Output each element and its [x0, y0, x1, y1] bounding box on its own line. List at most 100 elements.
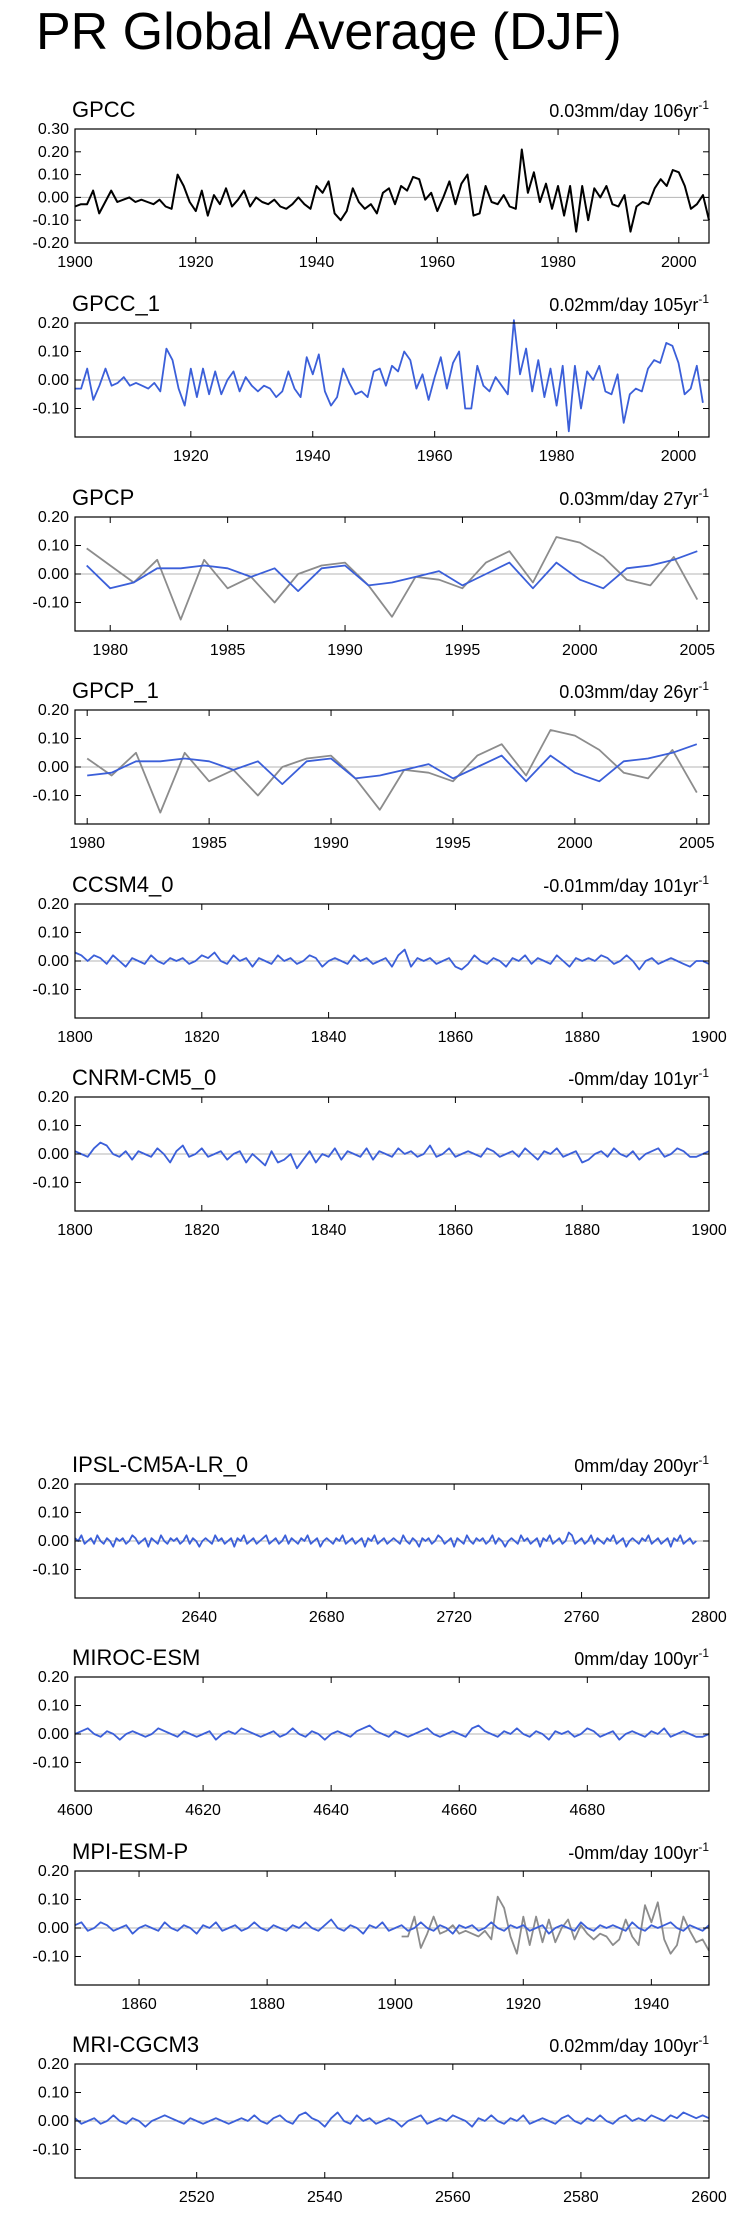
- y-tick-label: 0.20: [38, 1669, 69, 1686]
- chart-panel-cnrm-cm5_0: CNRM-CM5_0 -0mm/day 101yr-1 0.20 0.10 0.00 -0…: [33, 1065, 727, 1239]
- y-tick-label: -0.10: [33, 212, 70, 229]
- chart-panel-gpcp_1: GPCP_1 0.03mm/day 26yr-1 0.20 0.10 0.00 -0.10…: [33, 678, 715, 852]
- x-tick-label: 1900: [377, 1996, 413, 2013]
- y-tick-label: -0.10: [33, 401, 70, 418]
- trend-label: 0.02mm/day 105yr-1: [549, 292, 709, 315]
- y-tick-label: 0.20: [38, 2056, 69, 2073]
- y-tick-label: 0.00: [38, 189, 69, 206]
- x-tick-label: 2520: [179, 2189, 215, 2206]
- x-tick-label: 2000: [562, 642, 598, 659]
- x-tick-label: 1960: [419, 254, 455, 271]
- y-tick-label: 0.00: [38, 1920, 69, 1937]
- x-tick-label: 4620: [185, 1802, 221, 1819]
- y-tick-label: 0.00: [38, 566, 69, 583]
- plot-frame: [74, 128, 710, 244]
- page-title: PR Global Average (DJF): [36, 3, 622, 61]
- y-tick-label: 0.00: [38, 372, 69, 389]
- series-line-model: [74, 1141, 710, 1170]
- x-tick-label: 1995: [435, 835, 471, 852]
- x-tick-label: 1820: [184, 1222, 220, 1239]
- series-line-reference: [401, 1895, 710, 1955]
- x-tick-label: 4600: [57, 1802, 93, 1819]
- panel-title: CNRM-CM5_0: [72, 1065, 216, 1090]
- panel-title: MPI-ESM-P: [72, 1839, 188, 1864]
- x-tick-label: 1860: [438, 1029, 474, 1046]
- y-tick-label: 0.10: [38, 1118, 69, 1135]
- x-tick-label: 2005: [679, 642, 715, 659]
- x-tick-label: 1920: [505, 1996, 541, 2013]
- series-line-gpcc: [74, 148, 710, 233]
- y-tick-label: -0.10: [33, 1949, 70, 1966]
- y-tick-label: -0.10: [33, 1562, 70, 1579]
- x-tick-label: 2560: [435, 2189, 471, 2206]
- y-tick-label: 0.10: [38, 1892, 69, 1909]
- y-tick-label: 0.10: [38, 167, 69, 184]
- trend-label: 0.03mm/day 27yr-1: [559, 486, 709, 509]
- panel-title: GPCC: [72, 97, 136, 122]
- x-tick-label: 1880: [564, 1029, 600, 1046]
- y-tick-label: 0.10: [38, 538, 69, 555]
- y-tick-label: 0.10: [38, 1505, 69, 1522]
- x-tick-label: 2600: [691, 2189, 727, 2206]
- y-tick-label: 0.20: [38, 1476, 69, 1493]
- x-tick-label: 1900: [691, 1222, 727, 1239]
- trend-label: -0.01mm/day 101yr-1: [543, 873, 709, 896]
- chart-panel-gpcp: GPCP 0.03mm/day 27yr-1 0.20 0.10 0.00 -0.10 19…: [33, 485, 716, 659]
- x-tick-label: 1985: [191, 835, 227, 852]
- y-tick-label: 0.20: [38, 144, 69, 161]
- trend-label: 0.03mm/day 26yr-1: [559, 679, 709, 702]
- x-tick-label: 1820: [184, 1029, 220, 1046]
- y-tick-label: 0.20: [38, 509, 69, 526]
- x-tick-label: 1980: [69, 835, 105, 852]
- y-tick-label: -0.10: [33, 2142, 70, 2159]
- x-tick-label: 1990: [313, 835, 349, 852]
- series-line-model: [74, 1531, 697, 1548]
- y-tick-label: 0.10: [38, 925, 69, 942]
- y-tick-label: 0.20: [38, 896, 69, 913]
- y-tick-label: 0.00: [38, 2113, 69, 2130]
- x-tick-label: 1990: [327, 642, 363, 659]
- x-tick-label: 4640: [313, 1802, 349, 1819]
- x-tick-label: 1900: [691, 1029, 727, 1046]
- x-tick-label: 2580: [563, 2189, 599, 2206]
- series-line-model: [74, 1724, 710, 1741]
- x-tick-label: 1940: [634, 1996, 670, 2013]
- y-tick-label: 0.10: [38, 731, 69, 748]
- y-tick-label: 0.00: [38, 1533, 69, 1550]
- x-tick-label: 1980: [539, 448, 575, 465]
- series-line-model: [74, 948, 710, 971]
- y-tick-label: 0.00: [38, 1146, 69, 1163]
- y-tick-label: 0.00: [38, 953, 69, 970]
- x-tick-label: 2000: [661, 448, 697, 465]
- x-tick-label: 2540: [307, 2189, 343, 2206]
- trend-label: 0.02mm/day 100yr-1: [549, 2033, 709, 2056]
- chart-panel-miroc-esm: MIROC-ESM 0mm/day 100yr-1 0.20 0.10 0.00 -0.1…: [33, 1645, 710, 1819]
- trend-label: 0.03mm/day 106yr-1: [549, 98, 709, 121]
- x-tick-label: 1980: [92, 642, 128, 659]
- y-tick-label: -0.10: [33, 788, 70, 805]
- chart-panel-mri-cgcm3: MRI-CGCM3 0.02mm/day 100yr-1 0.20 0.10 0.00 -…: [33, 2032, 727, 2206]
- chart-panel-ipsl-cm5a-lr_0: IPSL-CM5A-LR_0 0mm/day 200yr-1 0.20 0.10 0.0…: [33, 1452, 727, 1626]
- x-tick-label: 1880: [249, 1996, 285, 2013]
- y-tick-label: -0.10: [33, 595, 70, 612]
- chart-panel-gpcc: GPCC 0.03mm/day 106yr-1 0.30 0.20 0.10 0.00 -0…: [33, 97, 710, 271]
- series-line-reference: [86, 536, 699, 621]
- series-line-model: [87, 743, 698, 785]
- x-tick-label: 1860: [121, 1996, 157, 2013]
- x-tick-label: 1995: [445, 642, 481, 659]
- y-tick-label: 0.00: [38, 759, 69, 776]
- y-tick-label: 0.10: [38, 2085, 69, 2102]
- x-tick-label: 2680: [309, 1609, 345, 1626]
- panel-title: GPCP_1: [72, 678, 159, 703]
- x-tick-label: 4660: [441, 1802, 477, 1819]
- x-tick-label: 2000: [661, 254, 697, 271]
- y-tick-label: 0.30: [38, 121, 69, 138]
- series-line-gpcc_1: [75, 319, 704, 433]
- panel-title: GPCP: [72, 485, 134, 510]
- y-tick-label: -0.10: [33, 1175, 70, 1192]
- x-tick-label: 2760: [564, 1609, 600, 1626]
- series-line-model: [86, 550, 698, 592]
- x-tick-label: 4680: [570, 1802, 606, 1819]
- y-tick-label: 0.20: [38, 315, 69, 332]
